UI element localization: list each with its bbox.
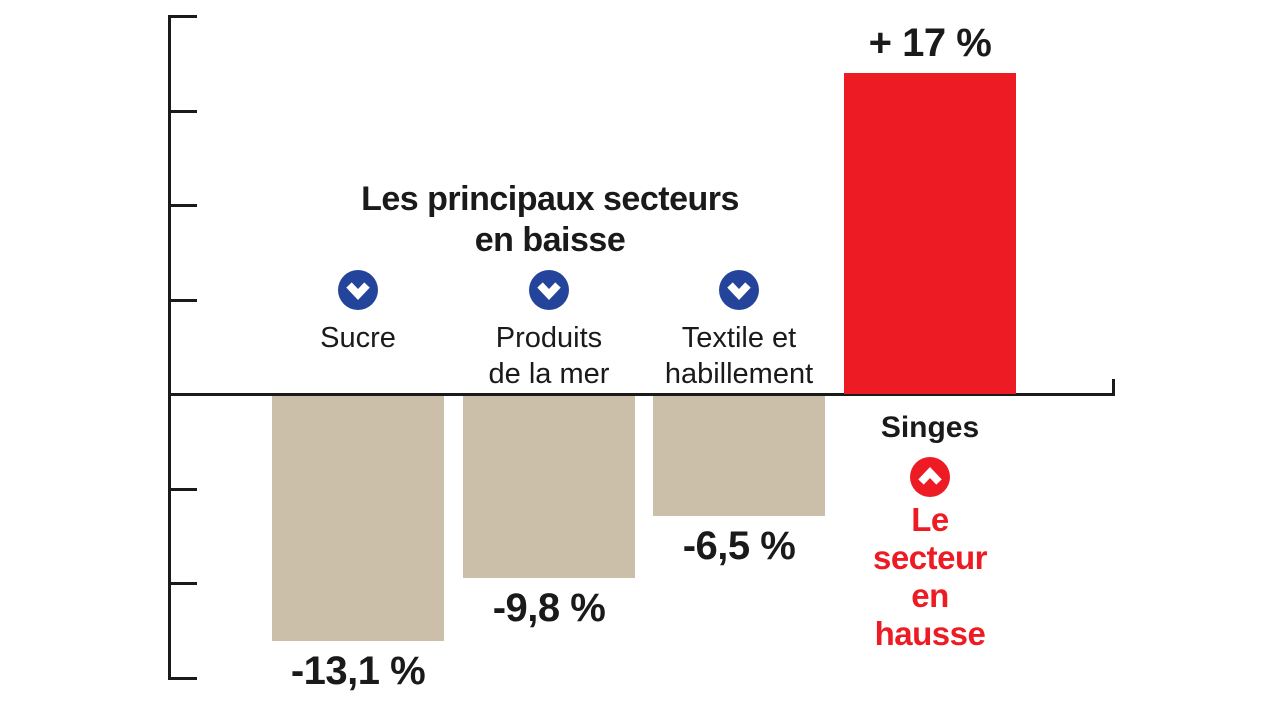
- category-label: Sucre: [253, 320, 463, 356]
- axis-tick: [168, 582, 197, 585]
- highlight-caption: Le secteur en hausse: [825, 501, 1035, 653]
- bar-value-label: -9,8 %: [492, 586, 606, 630]
- chevron-down-icon: [719, 270, 759, 310]
- highlight-caption-line: Le: [911, 501, 949, 538]
- category-label: Textile et habillement: [634, 320, 844, 392]
- bar-value-label: -6,5 %: [682, 524, 796, 568]
- baseline-end-tick: [1112, 379, 1115, 396]
- chevron-up-icon: [910, 457, 950, 497]
- axis-tick: [168, 488, 197, 491]
- category-label-line: de la mer: [488, 358, 610, 390]
- bar-value-label: + 17 %: [868, 21, 992, 65]
- axis-tick: [168, 677, 197, 680]
- axis-tick: [168, 204, 197, 207]
- highlight-name: Singes: [880, 411, 980, 444]
- bar-sucre: [272, 396, 444, 641]
- chart-title-line: en baisse: [474, 221, 626, 259]
- category-label-line: Textile et: [681, 322, 797, 354]
- category-label-line: Produits: [495, 322, 603, 354]
- chevron-down-icon: [529, 270, 569, 310]
- axis-tick: [168, 15, 197, 18]
- bar-value-label: -13,1 %: [290, 649, 426, 693]
- chart-title: Les principaux secteurs en baisse: [250, 179, 850, 261]
- highlight-caption-line: en: [911, 577, 949, 614]
- bar-textile-et-habillement: [653, 396, 825, 516]
- axis-tick: [168, 299, 197, 302]
- bar-produits-de-la-mer: [463, 396, 635, 578]
- zero-baseline: [168, 393, 1115, 396]
- axis-tick: [168, 110, 197, 113]
- highlight-caption-line: secteur: [873, 539, 987, 576]
- category-label: Produits de la mer: [444, 320, 654, 392]
- category-label-line: habillement: [664, 358, 814, 390]
- y-axis: [168, 15, 171, 680]
- chart-title-line: Les principaux secteurs: [361, 180, 739, 218]
- bar-singes: [844, 73, 1016, 394]
- chevron-down-icon: [338, 270, 378, 310]
- category-label-line: Sucre: [320, 322, 396, 354]
- highlight-caption-line: hausse: [874, 615, 986, 652]
